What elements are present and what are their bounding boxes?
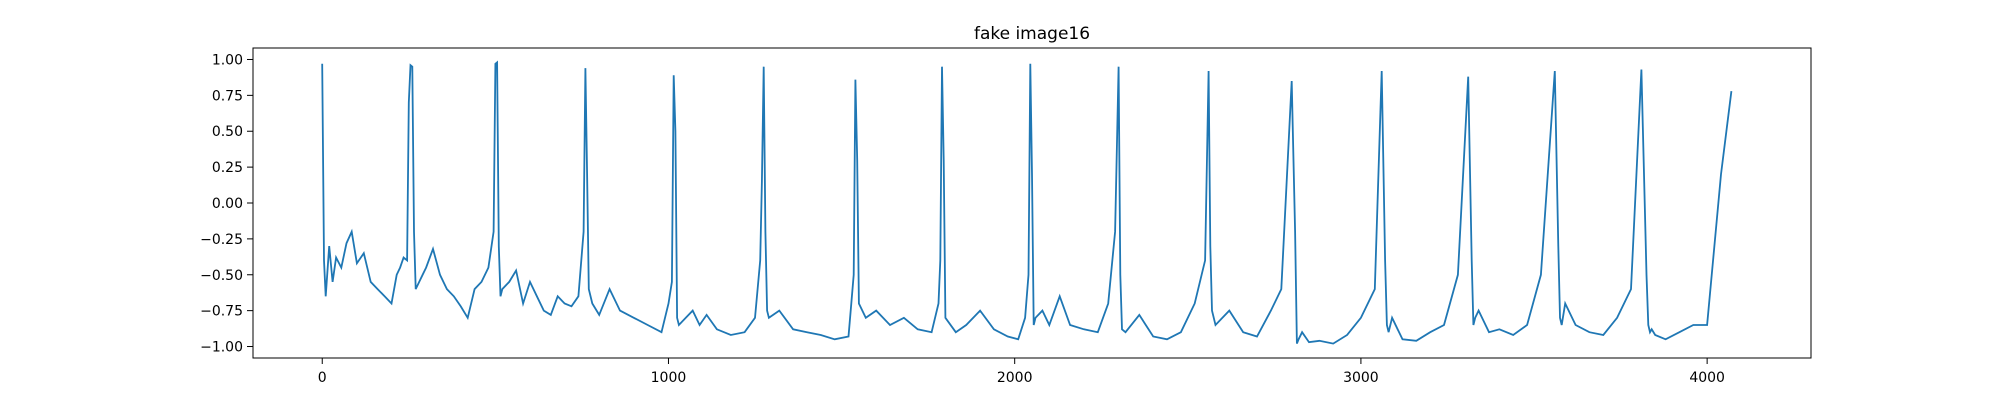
x-tick-label: 0 — [318, 370, 327, 386]
y-tick-label: −0.75 — [200, 304, 243, 320]
y-tick-label: 0.25 — [212, 160, 243, 176]
y-tick-label: 0.00 — [212, 196, 243, 212]
x-tick-label: 2000 — [997, 370, 1033, 386]
x-tick-label: 4000 — [1689, 370, 1725, 386]
x-axis: 0 1000 2000 3000 4000 — [318, 358, 1725, 386]
series-line-signal — [321, 60, 1733, 345]
x-tick-label: 1000 — [651, 370, 687, 386]
y-tick-label: −0.25 — [200, 232, 243, 248]
plot-area-frame — [252, 47, 1812, 359]
y-tick-label: −0.50 — [200, 268, 243, 284]
y-tick-label: 1.00 — [212, 52, 243, 68]
y-axis: 1.00 0.75 0.50 0.25 0.00 −0.25 −0.50 −0.75 −1.00 — [200, 52, 253, 356]
chart-title: fake image16 — [974, 24, 1090, 44]
y-tick-label: −1.00 — [200, 340, 243, 356]
x-tick-label: 3000 — [1343, 370, 1379, 386]
y-tick-label: 0.75 — [212, 88, 243, 104]
y-tick-label: 0.50 — [212, 124, 243, 140]
